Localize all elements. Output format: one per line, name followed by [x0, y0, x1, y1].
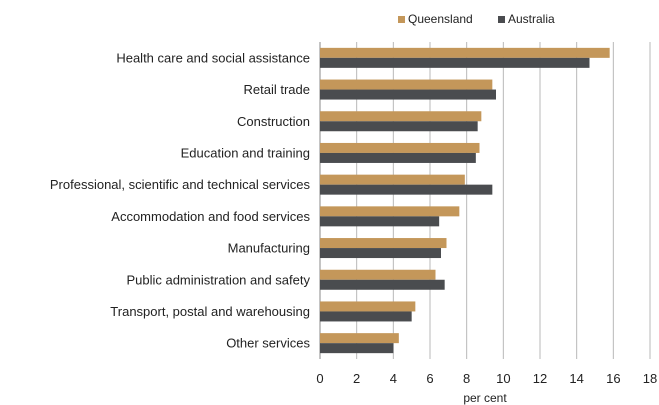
legend-swatch-australia [498, 16, 505, 23]
x-tick-label: 4 [390, 371, 397, 386]
bar-australia [320, 311, 412, 322]
category-label: Retail trade [244, 82, 310, 97]
bar-queensland [320, 79, 493, 90]
category-label: Professional, scientific and technical s… [50, 177, 311, 192]
category-label: Health care and social assistance [116, 50, 310, 65]
bar-queensland [320, 174, 465, 185]
x-tick-label: 0 [316, 371, 323, 386]
x-tick-label: 12 [533, 371, 547, 386]
bar-australia [320, 57, 590, 68]
x-tick-label: 18 [643, 371, 657, 386]
x-tick-label: 14 [569, 371, 583, 386]
bar-australia [320, 279, 445, 290]
x-tick-label: 10 [496, 371, 510, 386]
bar-queensland [320, 269, 436, 280]
bar-australia [320, 216, 440, 227]
bar-queensland [320, 47, 610, 58]
category-labels: Health care and social assistance Retail … [50, 50, 311, 350]
bar-queensland [320, 206, 460, 217]
x-tick-labels: 0 2 4 6 8 10 12 14 16 18 [316, 371, 657, 386]
bar-australia [320, 121, 478, 132]
bars [320, 47, 610, 354]
legend: Queensland Australia [398, 12, 555, 26]
category-label: Construction [237, 114, 310, 129]
x-tick-label: 8 [463, 371, 470, 386]
category-label: Manufacturing [228, 241, 310, 256]
x-axis-title: per cent [463, 391, 507, 405]
bar-australia [320, 184, 493, 195]
category-label: Transport, postal and warehousing [110, 304, 310, 319]
category-label: Public administration and safety [126, 272, 310, 287]
bar-australia [320, 248, 441, 259]
category-label: Education and training [181, 145, 310, 160]
legend-label: Australia [508, 12, 555, 26]
bar-queensland [320, 111, 482, 122]
bar-australia [320, 89, 496, 100]
category-label: Accommodation and food services [111, 209, 310, 224]
bar-queensland [320, 238, 447, 249]
legend-swatch-queensland [398, 16, 405, 23]
x-tick-label: 16 [606, 371, 620, 386]
bar-australia [320, 343, 394, 354]
bar-queensland [320, 301, 416, 312]
legend-label: Queensland [408, 12, 473, 26]
bar-australia [320, 152, 476, 163]
bar-queensland [320, 142, 480, 153]
category-label: Other services [226, 336, 310, 351]
x-tick-label: 6 [426, 371, 433, 386]
x-tick-label: 2 [353, 371, 360, 386]
bar-queensland [320, 333, 399, 344]
